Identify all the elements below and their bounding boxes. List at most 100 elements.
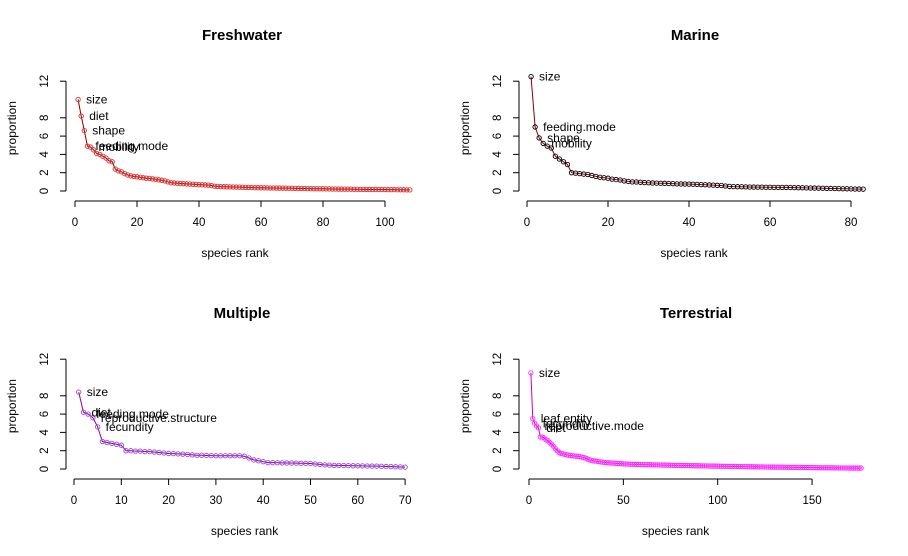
data-point [724,463,730,469]
data-point [87,144,94,150]
data-point [707,463,713,469]
data-point [159,177,165,183]
data-point [171,180,177,186]
annotation-label: mobility [551,136,592,150]
data-point [733,463,740,470]
data-point [156,177,162,183]
x-tick-label: 100 [375,217,394,229]
data-point [95,424,101,430]
y-tick-label: 2 [492,447,504,453]
data-point [739,463,745,470]
data-point [249,184,255,191]
data-point [273,185,280,191]
data-point [650,462,657,468]
data-point [833,465,840,471]
data-point [90,415,96,421]
x-tick-label: 40 [683,217,696,229]
data-point [592,458,598,464]
x-tick-label: 60 [764,217,777,229]
data-point [84,143,91,149]
data-point [616,460,623,467]
data-point [379,186,385,193]
data-point [769,464,776,470]
y-tick-label: 2 [39,169,51,175]
y-tick-label: 4 [39,151,51,158]
y-axis-label: proportion [5,101,19,155]
data-point [726,463,732,469]
y-tick-label: 12 [39,75,51,88]
data-point [699,463,706,469]
data-point [843,465,849,471]
data-point [741,463,747,470]
data-point [609,460,615,466]
data-point [286,185,292,191]
data-point [152,176,159,182]
data-point [548,145,554,151]
x-tick-label: 80 [317,217,330,229]
data-point [735,463,742,470]
data-point [174,180,180,186]
y-axis-label: proportion [458,101,472,155]
data-point [199,182,205,188]
data-point [385,186,391,193]
data-point [686,462,693,469]
data-point [241,453,247,459]
data-point [236,184,242,190]
chart-title: Terrestrial [660,305,732,322]
data-point [373,186,379,193]
data-point [134,174,140,180]
data-point [635,461,642,468]
x-tick-label: 0 [524,217,530,229]
data-point [832,465,838,471]
data-point [149,176,156,182]
data-point [790,464,796,471]
data-point [703,463,710,469]
data-point [143,175,149,181]
data-point [850,465,857,471]
data-point [618,461,625,467]
data-point [233,184,239,190]
chart-title: Freshwater [202,27,282,44]
data-point [193,181,199,188]
annotation-label: mobility [99,140,140,154]
data-point [675,462,681,468]
data-point [575,453,581,460]
data-point [718,463,725,469]
data-point [528,73,534,80]
data-point [532,124,538,130]
data-point [654,462,660,468]
data-point [90,147,97,153]
data-point [824,465,830,471]
data-point [109,440,115,447]
data-point [694,463,700,469]
data-point [752,464,759,470]
data-point [811,464,817,471]
data-point [382,186,388,193]
data-point [782,464,789,470]
data-point [673,462,679,468]
data-point [537,434,543,440]
data-point [214,183,221,190]
data-point [603,459,610,466]
data-point [165,179,171,185]
data-point [767,464,774,470]
data-point [854,465,860,471]
data-point [743,463,749,470]
annotation-label: leaf.entity [541,412,592,426]
data-point [261,185,267,191]
y-tick-label: 12 [39,353,51,366]
data-point [230,184,236,190]
data-point [131,173,137,180]
data-point [839,465,845,471]
data-point [103,155,109,161]
data-point [684,462,691,469]
y-tick-label: 6 [39,133,51,139]
data-point [809,464,815,471]
data-point [202,182,208,188]
x-axis-label: species rank [201,246,269,260]
data-point [737,463,743,470]
data-point [613,460,619,466]
data-point [852,465,859,471]
data-point [99,438,106,445]
y-tick-label: 4 [39,429,51,436]
